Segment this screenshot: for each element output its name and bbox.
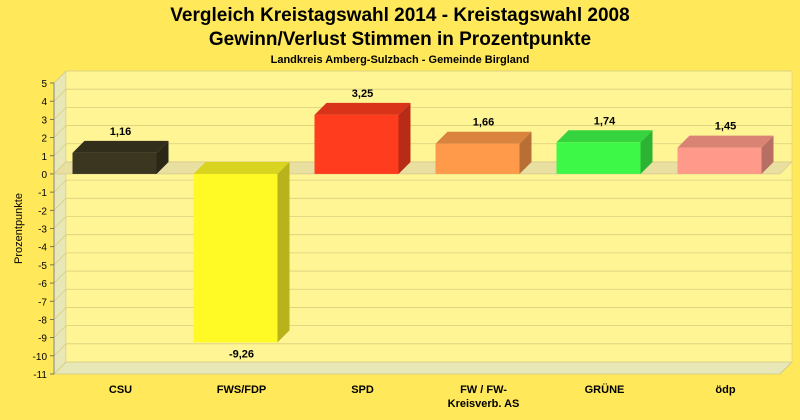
y-tick-label: 5 bbox=[41, 79, 47, 90]
data-label: -9,26 bbox=[229, 348, 254, 360]
bar-top bbox=[435, 131, 532, 144]
gridline-side bbox=[53, 216, 67, 229]
gridline-side bbox=[53, 125, 67, 138]
chart-subtitle: Landkreis Amberg-Sulzbach - Gemeinde Bir… bbox=[270, 54, 530, 66]
gridline-side bbox=[53, 198, 67, 211]
y-tick-label: 1 bbox=[41, 152, 47, 163]
y-tick-label: -1 bbox=[38, 188, 47, 199]
gridline-side bbox=[53, 143, 67, 157]
gridline-side bbox=[53, 179, 67, 193]
gridline-side bbox=[53, 70, 67, 84]
gridline-side bbox=[53, 325, 67, 338]
y-tick-label: 3 bbox=[41, 115, 47, 126]
bar-top bbox=[677, 135, 774, 148]
bar-top bbox=[193, 161, 290, 174]
data-label: 1,74 bbox=[594, 115, 616, 127]
gridline-side bbox=[53, 288, 67, 302]
bar-side bbox=[519, 131, 532, 174]
chart-title: Vergleich Kreistagswahl 2014 - Kreistags… bbox=[170, 5, 630, 26]
y-tick-label: -8 bbox=[38, 315, 47, 326]
gridline-side bbox=[53, 88, 67, 102]
data-label: 1,45 bbox=[715, 121, 736, 133]
x-category-label: GRÜNE bbox=[585, 383, 625, 396]
y-tick-label: -11 bbox=[33, 370, 47, 381]
gridline-side bbox=[53, 252, 67, 266]
y-tick-label: -7 bbox=[38, 297, 47, 308]
x-category-label: ödp bbox=[715, 384, 735, 396]
plot-floor bbox=[53, 361, 793, 375]
bar-side bbox=[156, 140, 169, 174]
gridline-side bbox=[53, 361, 67, 375]
bar bbox=[193, 173, 278, 343]
y-axis-title: Prozentpunkte bbox=[13, 193, 25, 264]
y-tick-label: -5 bbox=[38, 261, 47, 272]
bar-side bbox=[398, 102, 411, 174]
bar bbox=[72, 152, 157, 174]
x-category-label: Kreisverb. AS bbox=[448, 398, 520, 410]
bar bbox=[435, 143, 520, 174]
bar-top bbox=[314, 102, 411, 115]
x-category-label: SPD bbox=[351, 384, 374, 396]
y-tick-label: -9 bbox=[38, 334, 47, 345]
bar-side bbox=[761, 135, 774, 174]
x-category-label: CSU bbox=[109, 384, 132, 396]
bar-side bbox=[640, 130, 653, 174]
x-category-label: FW / FW- bbox=[460, 384, 507, 396]
data-label: 1,66 bbox=[473, 117, 494, 129]
gridline-side bbox=[53, 270, 67, 284]
bar bbox=[314, 114, 399, 174]
gridline-side bbox=[53, 307, 67, 320]
bar-top bbox=[556, 130, 653, 143]
data-label: 1,16 bbox=[110, 126, 131, 138]
y-tick-label: -6 bbox=[38, 279, 47, 290]
gridline-side bbox=[53, 107, 67, 120]
y-tick-label: 4 bbox=[41, 97, 47, 108]
gridline-side bbox=[53, 234, 67, 247]
bar-top bbox=[72, 140, 169, 153]
bar bbox=[556, 142, 641, 174]
bar-side bbox=[277, 161, 290, 343]
x-category-label: FWS/FDP bbox=[217, 384, 267, 396]
y-tick-label: -3 bbox=[38, 225, 47, 236]
y-tick-label: -10 bbox=[33, 352, 48, 363]
gridline-side bbox=[53, 343, 67, 357]
y-tick-label: -2 bbox=[38, 206, 47, 217]
chart-title-line-2: Gewinn/Verlust Stimmen in Prozentpunkte bbox=[208, 29, 592, 50]
y-tick-label: 2 bbox=[41, 134, 47, 145]
data-label: 3,25 bbox=[352, 88, 373, 100]
bar bbox=[677, 147, 762, 174]
y-tick-label: 0 bbox=[41, 170, 47, 181]
y-tick-label: -4 bbox=[38, 243, 47, 254]
